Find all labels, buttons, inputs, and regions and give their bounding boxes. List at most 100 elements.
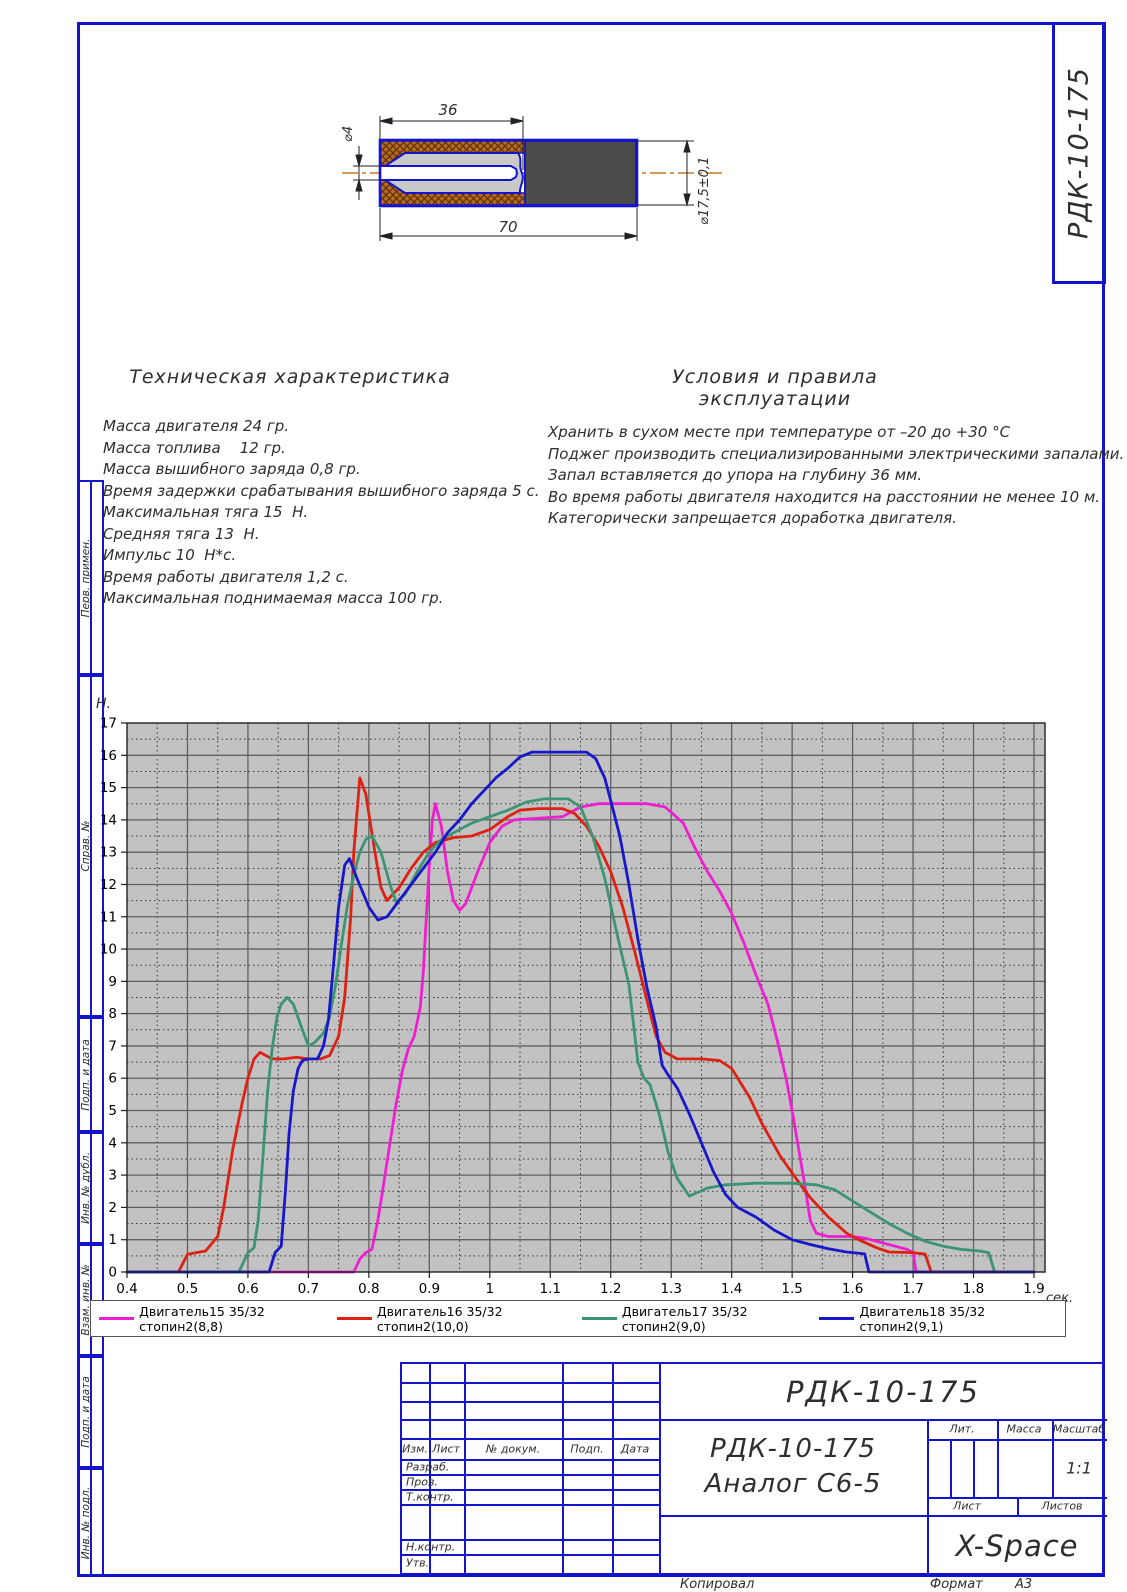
title-block-line (1017, 1497, 1019, 1515)
x-tick-label: 1.1 (540, 1281, 561, 1297)
vertical-stamp-text: РДК-10-175 (1063, 67, 1095, 239)
margin-box-divider (90, 677, 92, 1015)
title-block-line (402, 1474, 659, 1476)
motor-cross-section: 36 70 ⌀4 ⌀17,5±0,1 (341, 101, 722, 241)
margin-box-sprav-no: Справ. № (77, 675, 104, 1017)
title-block-line (429, 1364, 431, 1577)
margin-box-podp-data-1: Подп. и дата (77, 1017, 104, 1132)
legend-series-name: Двигатель15 35/32 стопин2(8,8) (139, 1303, 265, 1334)
y-tick-label: 10 (100, 942, 117, 958)
tech-spec-line-1: Масса двигателя 24 гр. (103, 417, 289, 435)
massa-label: Масса (1006, 1422, 1042, 1436)
vertical-stamp-box: РДК-10-175 (1052, 22, 1106, 284)
title-block-line (402, 1459, 659, 1461)
row-tkontr-label: Т.контр. (406, 1490, 454, 1504)
y-tick-label: 0 (108, 1265, 117, 1281)
x-tick-label: 1.4 (721, 1281, 742, 1297)
y-tick-label: 2 (108, 1200, 117, 1216)
title-block: Изм. Лист № докум. Подп. Дата Разраб. Пр… (400, 1362, 1107, 1577)
dim-70 (379, 208, 638, 241)
x-tick-label: 1.5 (781, 1281, 802, 1297)
y-tick-label: 1 (108, 1232, 117, 1248)
tech-spec-line-6: Средняя тяга 13 Н. (103, 524, 260, 543)
margin-box-divider (90, 1358, 92, 1466)
usage-rule-line-5: Категорически запрещается доработка двиг… (548, 509, 957, 527)
tech-specs-list: Масса двигателя 24 гр. Масса топлива 12 г… (103, 416, 539, 610)
title-block-line (659, 1515, 1107, 1517)
legend-item-3: Двигатель17 35/32 стопин2(9,0) (581, 1304, 820, 1334)
y-tick-label: 16 (100, 748, 117, 764)
copied-label: Копировал (680, 1577, 755, 1592)
y-tick-label: 9 (108, 974, 117, 990)
row-razrab-label: Разраб. (406, 1460, 450, 1474)
legend-line-swatch (336, 1317, 372, 1320)
title-block-line (402, 1554, 659, 1556)
dim-36 (379, 116, 524, 170)
x-tick-label: 1.3 (660, 1281, 681, 1297)
title-block-line (1052, 1419, 1054, 1497)
legend-line-swatch (99, 1317, 135, 1320)
title-block-line (402, 1419, 1107, 1421)
ejection-charge-section (524, 140, 637, 206)
title-block-line (402, 1382, 659, 1384)
legend-line-swatch (581, 1317, 617, 1320)
margin-box-divider (90, 1470, 92, 1575)
tech-spec-line-4: Время задержки срабатывания вышибного за… (103, 481, 540, 500)
masshtab-label: Масштаб (1052, 1422, 1106, 1436)
margin-box-inv-podl: Инв. № подл. (77, 1468, 104, 1577)
y-axis-title: Н. (96, 696, 111, 712)
row-prov-label: Пров. (406, 1475, 438, 1489)
scale-value: 1:1 (1066, 1458, 1092, 1478)
usage-rule-line-1: Хранить в сухом месте при температуре от… (548, 423, 1011, 441)
tech-spec-line-3: Масса вышибного заряда 0,8 гр. (103, 460, 361, 478)
channel (379, 165, 519, 181)
series-curve-3 (125, 797, 1036, 1274)
dim-d17-5-label: ⌀17,5±0,1 (697, 157, 712, 225)
series-curve-4 (125, 750, 1036, 1274)
usage-rule-line-2: Поджег производить специализированными э… (548, 444, 1125, 463)
doc-code: РДК-10-175 (786, 1375, 980, 1409)
title-block-line (562, 1364, 564, 1577)
usage-rules-title: Условия и правила эксплуатации (672, 366, 878, 410)
x-tick-label: 0.7 (298, 1281, 319, 1297)
legend-item-1: Двигатель15 35/32 стопин2(8,8) (99, 1304, 337, 1334)
usage-rule-line-3: Запал вставляется до упора на глубину 36… (548, 466, 923, 484)
margin-label: Инв. № подл. (80, 1486, 92, 1559)
tech-spec-line-9: Максимальная поднимаемая масса 100 гр. (103, 589, 444, 607)
y-tick-label: 8 (108, 1006, 117, 1022)
y-tick-label: 6 (108, 1071, 117, 1087)
col-ndokum-label: № докум. (485, 1442, 541, 1456)
usage-rule-line-4: Во время работы двигателя находится на р… (548, 487, 1101, 506)
dim-70-label: 70 (498, 218, 517, 236)
tech-spec-line-8: Время работы двигателя 1,2 с. (103, 567, 349, 586)
dim-d4 (353, 146, 380, 200)
title-block-line (927, 1439, 1107, 1441)
y-tick-label: 13 (100, 845, 117, 861)
row-nkontr-label: Н.контр. (406, 1540, 456, 1554)
x-tick-label: 0.4 (116, 1281, 137, 1297)
lit-label: Лит. (949, 1422, 975, 1436)
margin-box-divider (90, 482, 92, 673)
legend-series-name: Двигатель18 35/32 стопин2(9,1) (859, 1303, 986, 1334)
legend-item-4: Двигатель18 35/32 стопин2(9,1) (819, 1304, 1057, 1334)
dim-36-label: 36 (438, 101, 457, 119)
title-block-line (464, 1364, 466, 1577)
usage-rules-list: Хранить в сухом месте при температуре от… (548, 422, 1124, 530)
margin-label: Подп. и дата (80, 1376, 92, 1448)
tech-spec-line-2: Масса топлива 12 гр. (103, 438, 286, 457)
title-block-line (927, 1497, 1107, 1499)
listov-label: Листов (1041, 1499, 1083, 1513)
dim-d17-5 (637, 139, 694, 207)
row-utv-label: Утв. (406, 1556, 430, 1570)
margin-box-perv-primen: Перв. примен. (77, 480, 104, 675)
col-podp-label: Подп. (570, 1442, 604, 1456)
x-tick-label: 1.6 (842, 1281, 863, 1297)
chart-legend: Двигатель15 35/32 стопин2(8,8) Двигатель1… (90, 1300, 1066, 1337)
y-tick-label: 4 (108, 1135, 117, 1151)
title-block-line (402, 1401, 659, 1403)
doc-title-line1: РДК-10-175 (710, 1434, 876, 1464)
title-block-line (402, 1438, 659, 1440)
x-tick-label: 0.5 (177, 1281, 198, 1297)
legend-item-2: Двигатель16 35/32 стопин2(10,0) (336, 1304, 582, 1334)
